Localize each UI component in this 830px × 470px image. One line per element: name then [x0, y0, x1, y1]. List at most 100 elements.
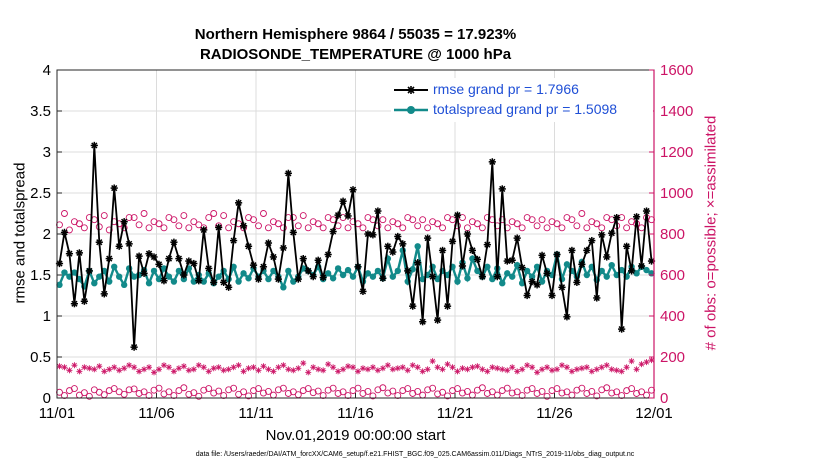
obs-possible-point [135, 221, 143, 229]
rmse-point [190, 259, 198, 268]
obs-assimilated-point [563, 364, 570, 371]
obs-possible-point [269, 391, 277, 399]
rmse-point [578, 260, 586, 268]
obs-assimilated-point [534, 369, 541, 376]
rmse-point [573, 278, 581, 286]
y-left-tick-label: 0.5 [30, 349, 51, 366]
y-left-tick-label: 3.5 [30, 103, 51, 120]
obs-assimilated-point [588, 368, 595, 375]
obs-possible-point [578, 210, 586, 217]
rmse-point [125, 240, 133, 248]
obs-possible-point [175, 222, 183, 230]
rmse-point [279, 244, 287, 252]
obs-assimilated-point [419, 368, 426, 375]
totalspread-point [324, 270, 332, 277]
legend-rmse-marker-icon [394, 86, 428, 94]
obs-assimilated-point [330, 364, 337, 371]
rmse-point [483, 241, 491, 249]
obs-possible-point [180, 384, 188, 392]
y-axis-left-label: rmse and totalspread [11, 162, 29, 304]
obs-possible-point [185, 390, 193, 398]
obs-possible-point [250, 216, 257, 224]
obs-possible-point [513, 220, 521, 228]
obs-assimilated-point [608, 366, 615, 373]
rmse-point [613, 214, 621, 222]
totalspread-point [434, 275, 441, 283]
obs-assimilated-point [185, 367, 192, 374]
obs-possible-point [314, 387, 322, 395]
obs-assimilated-point [280, 362, 287, 369]
obs-possible-point [638, 224, 646, 232]
rmse-point [234, 199, 243, 207]
totalspread-point [538, 278, 546, 285]
totalspread-point [56, 281, 63, 289]
obs-possible-point [344, 392, 352, 399]
y-right-tick-label: 1200 [660, 144, 693, 161]
rmse-point [543, 269, 551, 277]
rmse-point [160, 277, 168, 285]
obs-possible-point [140, 388, 148, 396]
obs-assimilated-point [623, 364, 630, 371]
obs-assimilated-point [240, 368, 247, 375]
obs-assimilated-point [544, 364, 551, 371]
obs-assimilated-point [379, 365, 386, 372]
obs-possible-point [299, 212, 307, 220]
legend-item-rmse: rmse grand pr = 1.7966 [391, 80, 653, 100]
rmse-point [623, 242, 631, 250]
rmse-point [443, 302, 452, 310]
rmse-point [249, 261, 258, 269]
totalspread-point [150, 267, 158, 275]
totalspread-point [464, 275, 471, 282]
obs-assimilated-point [230, 364, 237, 371]
obs-assimilated-point [320, 367, 327, 374]
totalspread-point [106, 278, 113, 285]
rmse-point [488, 158, 496, 166]
rmse-point [225, 283, 233, 291]
rmse-point [70, 300, 79, 308]
obs-assimilated-point [146, 364, 153, 371]
obs-assimilated-point [315, 366, 322, 373]
totalspread-point [389, 273, 397, 280]
totalspread-point [474, 267, 481, 275]
obs-possible-point [294, 391, 302, 399]
obs-possible-point [344, 224, 352, 232]
rmse-point [210, 278, 218, 286]
rmse-point [433, 316, 442, 324]
totalspread-point [339, 271, 347, 279]
totalspread-point [489, 275, 496, 283]
obs-possible-point [409, 216, 417, 224]
totalspread-point [190, 278, 198, 285]
totalspread-point [245, 275, 252, 282]
totalspread-point [344, 266, 352, 274]
y-right-tick-label: 0 [660, 390, 668, 407]
obs-possible-point [503, 384, 511, 392]
obs-possible-point [260, 210, 267, 217]
obs-possible-point [80, 224, 88, 232]
obs-possible-point [304, 385, 312, 393]
rmse-point [150, 253, 158, 261]
obs-assimilated-point [136, 368, 143, 375]
obs-possible-point [593, 392, 601, 400]
obs-possible-point [528, 385, 536, 393]
x-tick-label: 11/21 [437, 405, 473, 422]
obs-possible-point [563, 388, 571, 396]
rmse-point [458, 262, 467, 270]
rmse-series [55, 141, 656, 351]
rmse-point [632, 213, 641, 221]
rmse-point [95, 238, 103, 246]
obs-assimilated-point [633, 366, 640, 373]
obs-possible-point [289, 388, 297, 396]
obs-assimilated-point [255, 367, 262, 374]
obs-assimilated-point [235, 362, 242, 369]
totalspread-point [270, 267, 277, 275]
rmse-point [513, 234, 521, 242]
obs-possible-point [329, 384, 337, 392]
obs-possible-point [553, 385, 561, 393]
totalspread-point [96, 273, 103, 280]
obs-assimilated-point [364, 366, 371, 373]
obs-possible-point [309, 389, 317, 397]
totalspread-point [165, 273, 173, 280]
obs-assimilated-point [454, 368, 461, 375]
totalspread-point [643, 266, 650, 274]
obs-assimilated-point [603, 362, 610, 369]
